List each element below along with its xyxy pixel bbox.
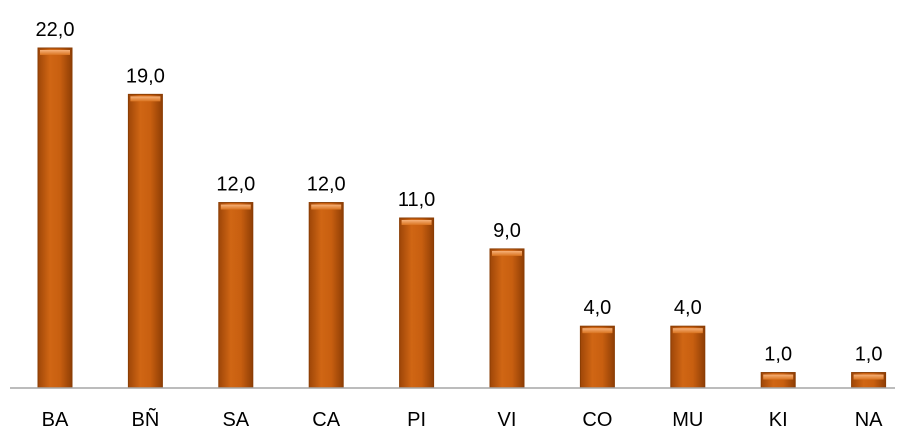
bars-layer: [37, 47, 887, 389]
bar-ca: [308, 202, 344, 389]
bar-ba: [37, 47, 73, 389]
bar-mu: [670, 325, 706, 389]
data-label-ca: 12,0: [307, 174, 346, 196]
data-label-na: 1,0: [855, 344, 883, 366]
x-tick-labels-layer: BA BÑ SA CA PI VI CO MU KI NA: [42, 407, 883, 431]
data-label-b: 19,0: [126, 65, 165, 87]
bar-top-highlight: [582, 328, 613, 334]
x-tick-label-pi: PI: [407, 409, 426, 431]
bar-top-highlight: [672, 328, 703, 334]
bar-top-highlight: [763, 374, 794, 380]
x-tick-label-ca: CA: [312, 409, 340, 431]
bar-top-highlight: [311, 204, 342, 210]
bar-body: [308, 202, 344, 389]
data-label-pi: 11,0: [398, 189, 435, 211]
bar-top-highlight: [492, 250, 522, 256]
x-tick-label-mu: MU: [672, 409, 703, 431]
bar-body: [579, 325, 615, 389]
bar-vi: [489, 248, 525, 389]
data-label-sa: 12,0: [216, 174, 255, 196]
data-label-ba: 22,0: [36, 19, 75, 41]
bar-top-highlight: [40, 50, 70, 55]
bar-top-highlight: [130, 96, 161, 102]
x-tick-label-ki: KI: [769, 409, 788, 431]
bar-na: [851, 372, 887, 389]
bar-top-highlight: [401, 220, 432, 225]
bar-body: [218, 202, 254, 389]
bar-body: [670, 325, 706, 389]
bar-co: [579, 325, 615, 389]
bar-b: [127, 93, 163, 389]
x-tick-label-na: NA: [855, 409, 883, 431]
data-label-ki: 1,0: [764, 344, 792, 366]
bar-pi: [399, 217, 435, 389]
bar-sa: [218, 202, 254, 389]
x-tick-label-ba: BA: [42, 409, 69, 431]
bar-body: [399, 217, 435, 389]
bar-body: [489, 248, 525, 389]
data-labels-layer: 22,0 19,0 12,0 12,0 11,0 9,0 4,0 4,0 1,0 1,0: [36, 19, 883, 366]
bar-body: [37, 47, 73, 389]
x-tick-label-co: CO: [582, 409, 612, 431]
data-label-vi: 9,0: [493, 220, 521, 242]
x-tick-label-vi: VI: [498, 409, 517, 431]
data-label-mu: 4,0: [674, 297, 702, 319]
bar-top-highlight: [220, 204, 251, 210]
bar-ki: [760, 372, 796, 389]
bar-top-highlight: [853, 374, 884, 380]
x-tick-label-b: BÑ: [132, 407, 160, 431]
bar-body: [127, 93, 163, 389]
x-tick-label-sa: SA: [222, 409, 249, 431]
data-label-co: 4,0: [583, 297, 611, 319]
